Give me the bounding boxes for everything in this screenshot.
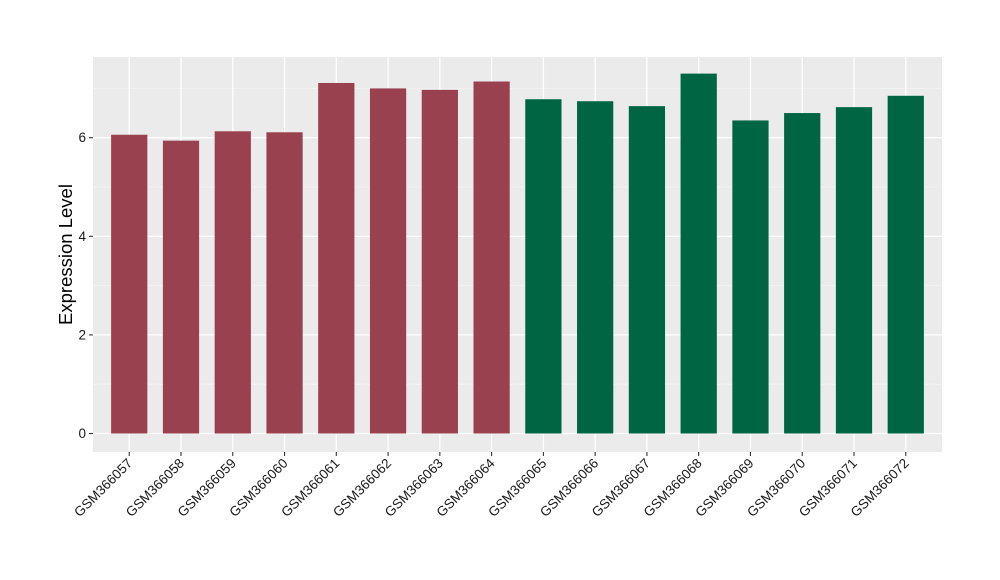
x-axis: GSM366057GSM366058GSM366059GSM366060GSM3…: [71, 452, 912, 520]
bar-GSM366070: [784, 113, 821, 434]
bar-GSM366063: [421, 89, 458, 434]
y-axis: 0 2 4 6: [78, 130, 93, 441]
bar-GSM366062: [369, 88, 407, 434]
y-tick-label: 6: [78, 130, 86, 145]
bar-GSM366064: [473, 81, 510, 434]
bar-GSM366057: [111, 134, 148, 434]
y-tick-label: 4: [78, 229, 86, 244]
y-tick-label: 0: [78, 426, 86, 441]
bar-GSM366065: [525, 99, 562, 434]
bar-GSM366066: [577, 101, 614, 434]
y-axis-title: Expression Level: [55, 184, 76, 325]
bar-GSM366071: [835, 107, 873, 434]
bars: [111, 73, 924, 434]
bar-GSM366061: [318, 82, 355, 434]
bar-GSM366067: [628, 106, 666, 434]
bar-GSM366072: [887, 95, 924, 434]
bar-GSM366060: [266, 132, 303, 434]
bar-GSM366059: [214, 131, 251, 434]
bar-GSM366069: [732, 120, 769, 434]
bar-GSM366058: [162, 140, 200, 434]
y-tick-label: 2: [78, 327, 86, 342]
bar-GSM366068: [680, 73, 717, 434]
